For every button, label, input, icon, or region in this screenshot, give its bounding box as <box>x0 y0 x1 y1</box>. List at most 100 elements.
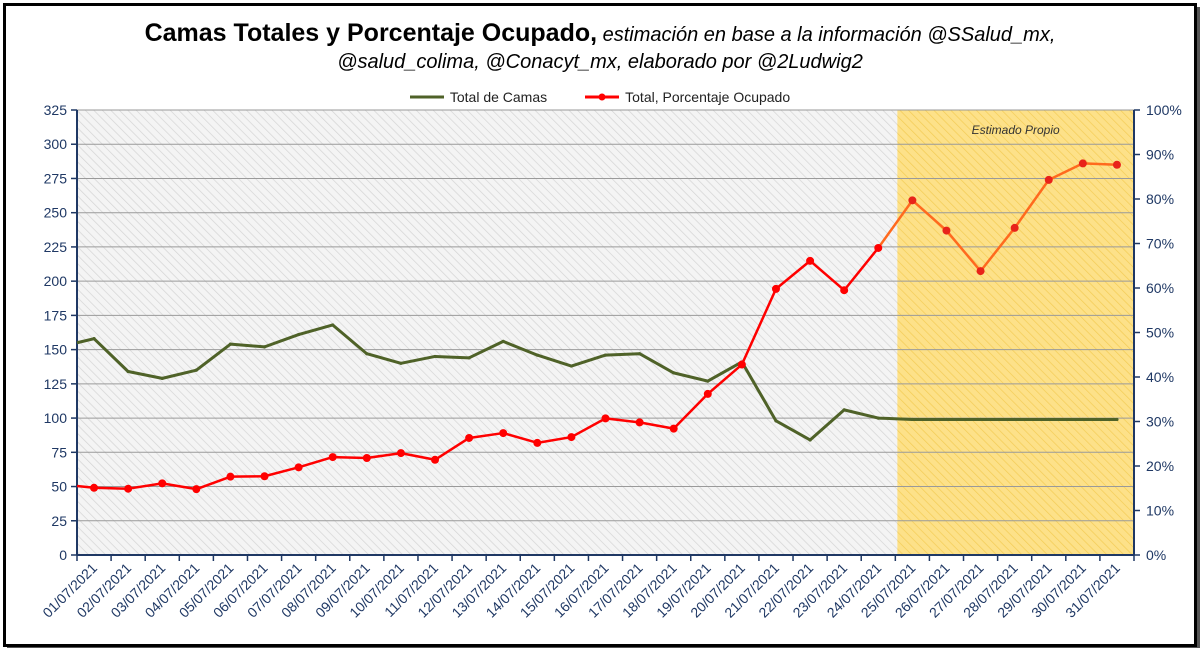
point-total-de-camas <box>569 364 574 368</box>
point-porcentaje-ocupado <box>601 414 610 423</box>
estimated-region <box>897 110 1134 555</box>
point-porcentaje-ocupado <box>567 433 576 442</box>
right-tick-label: 0% <box>1146 547 1166 563</box>
left-tick-label: 100 <box>44 410 68 426</box>
point-total-de-camas <box>706 379 710 383</box>
point-porcentaje-ocupado <box>124 484 133 493</box>
right-tick-label: 20% <box>1146 458 1174 474</box>
legend-swatch-porcentaje <box>585 93 620 101</box>
legend-label-camas: Total de Camas <box>449 89 548 105</box>
point-porcentaje-ocupado <box>396 449 405 458</box>
point-porcentaje-ocupado <box>908 196 917 205</box>
chart-title: Camas Totales y Porcentaje Ocupado, esti… <box>6 20 1194 76</box>
point-total-de-camas <box>331 323 335 327</box>
point-total-de-camas <box>842 408 846 412</box>
series-line-total-de-camas <box>76 323 1117 442</box>
title-subtitle-line2: @salud_colima, @Conacyt_mx, elaborado po… <box>337 51 863 73</box>
point-total-de-camas <box>535 353 539 357</box>
right-tick-label: 50% <box>1146 325 1174 341</box>
right-tick-label: 80% <box>1146 191 1174 207</box>
point-total-de-camas <box>501 339 505 343</box>
point-porcentaje-ocupado <box>1078 159 1087 168</box>
point-total-de-camas <box>228 342 233 346</box>
left-tick-label: 250 <box>44 205 68 221</box>
left-tick-label: 0 <box>59 547 67 563</box>
point-total-de-camas <box>297 332 301 337</box>
point-total-de-camas <box>467 356 471 360</box>
point-total-de-camas <box>910 417 914 422</box>
point-total-de-camas <box>1013 417 1017 422</box>
left-tick-label: 125 <box>44 376 68 392</box>
point-porcentaje-ocupado <box>226 472 235 481</box>
title-main: Camas Totales y Porcentaje Ocupado, <box>144 19 598 47</box>
right-tick-label: 90% <box>1146 147 1174 163</box>
point-porcentaje-ocupado <box>362 453 371 462</box>
right-tick-label: 30% <box>1146 414 1174 430</box>
point-total-de-camas <box>194 368 198 372</box>
left-tick-label: 175 <box>44 307 68 323</box>
left-tick-label: 225 <box>44 239 68 255</box>
point-porcentaje-ocupado <box>1112 160 1121 169</box>
point-porcentaje-ocupado <box>771 284 780 293</box>
point-total-de-camas <box>399 361 403 365</box>
legend-swatch-camas <box>409 95 444 99</box>
right-tick-label: 40% <box>1146 369 1174 385</box>
left-tick-label: 75 <box>51 444 67 460</box>
right-tick-label: 70% <box>1146 236 1174 252</box>
point-porcentaje-ocupado <box>942 226 951 235</box>
point-porcentaje-ocupado <box>260 472 269 481</box>
point-total-de-camas <box>1081 417 1085 422</box>
point-porcentaje-ocupado <box>431 455 440 464</box>
point-total-de-camas <box>126 369 130 374</box>
point-total-de-camas <box>365 352 369 356</box>
left-tick-label: 325 <box>44 102 68 118</box>
point-porcentaje-ocupado <box>806 256 815 265</box>
point-total-de-camas <box>774 419 778 423</box>
point-total-de-camas <box>637 352 642 356</box>
point-total-de-camas <box>944 417 949 422</box>
point-total-de-camas <box>808 438 812 442</box>
point-total-de-camas <box>978 417 983 422</box>
point-porcentaje-ocupado <box>874 243 883 252</box>
point-total-de-camas <box>672 371 676 375</box>
legend-item-camas: Total de Camas <box>409 89 548 105</box>
legend-label-porcentaje: Total, Porcentaje Ocupado <box>625 89 791 105</box>
point-total-de-camas <box>92 337 96 341</box>
point-porcentaje-ocupado <box>1044 175 1053 184</box>
point-total-de-camas <box>603 353 608 357</box>
point-total-de-camas <box>1047 417 1051 422</box>
series-line-porcentaje-estimado <box>877 162 1118 273</box>
point-total-de-camas <box>876 416 880 420</box>
point-porcentaje-ocupado <box>328 453 337 462</box>
point-porcentaje-ocupado <box>90 483 99 492</box>
title-subtitle-line1: estimación en base a la información @SSa… <box>602 24 1056 46</box>
point-total-de-camas <box>1115 417 1119 422</box>
point-porcentaje-ocupado <box>465 433 474 442</box>
point-porcentaje-ocupado <box>1010 223 1019 232</box>
left-tick-label: 200 <box>44 273 68 289</box>
point-porcentaje-ocupado <box>737 360 746 369</box>
left-tick-label: 150 <box>44 342 68 358</box>
right-tick-label: 60% <box>1146 280 1174 296</box>
estimated-region-label: Estimado Propio <box>972 123 1060 137</box>
point-porcentaje-ocupado <box>533 438 542 447</box>
point-porcentaje-ocupado <box>669 424 678 433</box>
point-porcentaje-ocupado <box>499 429 508 438</box>
point-porcentaje-ocupado <box>635 418 644 427</box>
point-porcentaje-ocupado <box>294 463 303 472</box>
point-porcentaje-ocupado <box>158 479 167 488</box>
point-total-de-camas <box>433 354 437 359</box>
point-porcentaje-ocupado <box>703 389 712 398</box>
right-tick-label: 100% <box>1146 102 1182 118</box>
point-porcentaje-ocupado <box>976 267 985 276</box>
point-total-de-camas <box>160 376 164 380</box>
legend: Total de Camas Total, Porcentaje Ocupado <box>6 89 1194 105</box>
legend-item-porcentaje: Total, Porcentaje Ocupado <box>585 89 790 105</box>
point-total-de-camas <box>262 345 267 349</box>
left-tick-label: 300 <box>44 136 68 152</box>
point-porcentaje-ocupado <box>192 485 201 494</box>
left-tick-label: 275 <box>44 170 68 186</box>
point-porcentaje-ocupado <box>840 286 849 295</box>
left-tick-label: 50 <box>51 479 67 495</box>
